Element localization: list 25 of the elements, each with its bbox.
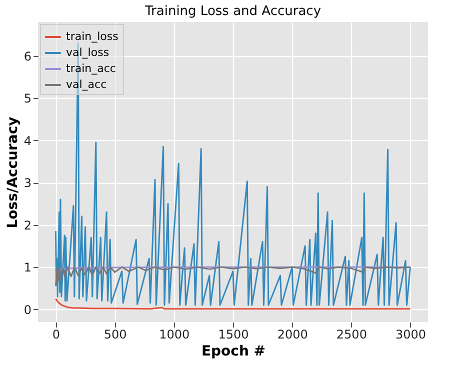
y-tick-label: 3 [24, 176, 32, 190]
x-tick-label: 1500 [218, 328, 249, 342]
y-axis-title: Loss/Accuracy [4, 116, 21, 228]
chart-title: Training Loss and Accuracy [144, 4, 322, 19]
x-tick-label: 500 [104, 328, 127, 342]
line-series [54, 42, 412, 306]
y-tick-label: 4 [24, 134, 32, 148]
y-tick-label: 1 [24, 260, 32, 275]
legend-label: train_loss [66, 30, 119, 43]
y-tick-label: 5 [24, 92, 32, 106]
y-tick-label: 2 [24, 218, 32, 232]
x-tick-label: 3000 [396, 328, 426, 342]
x-tick-label: 2000 [277, 328, 308, 342]
line-series [54, 266, 412, 276]
x-tick-label: 1000 [159, 328, 190, 342]
legend-label: val_acc [66, 78, 107, 91]
y-tick-label: 0 [24, 302, 32, 317]
y-tick-label: 6 [24, 49, 32, 64]
legend-label: val_loss [66, 46, 110, 59]
x-axis-title: Epoch # [201, 344, 266, 360]
x-tick-label: 2500 [336, 328, 367, 342]
line-series [54, 266, 412, 287]
x-tick-label: 0 [52, 328, 60, 342]
line-series [54, 298, 412, 310]
legend-label: train_acc [66, 62, 116, 75]
